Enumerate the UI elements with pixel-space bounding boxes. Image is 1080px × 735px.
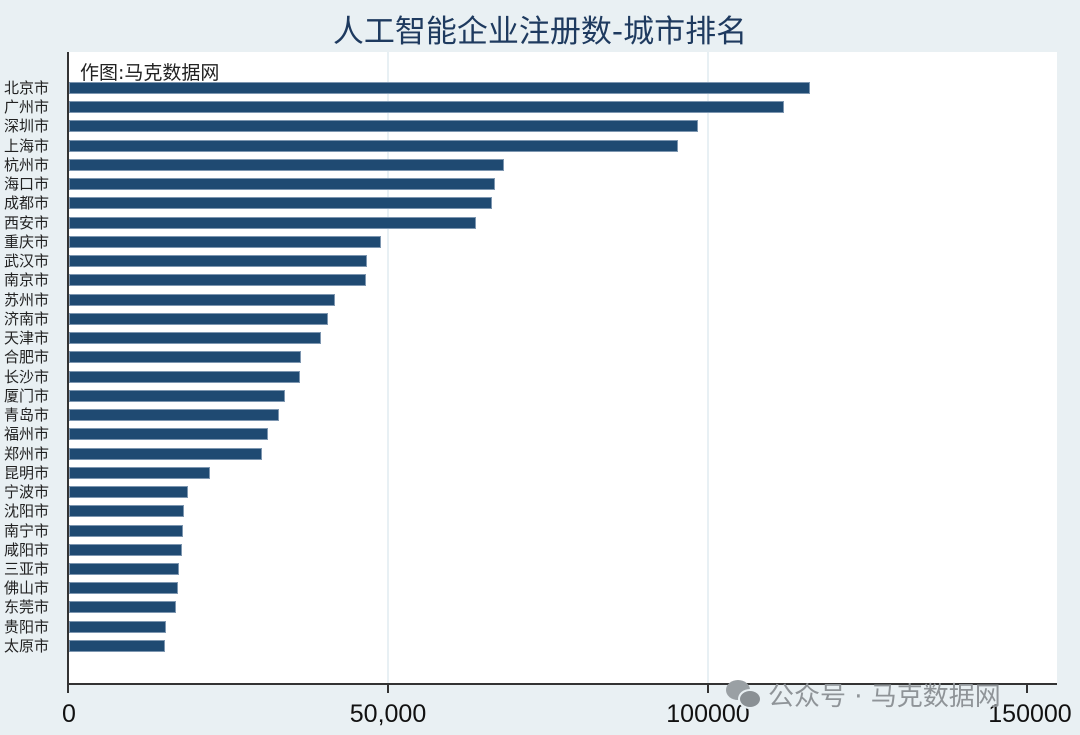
- category-label: 长沙市: [4, 367, 50, 386]
- x-tick-label: 0: [62, 700, 76, 728]
- watermark: 公众号 · 马克数据网: [726, 676, 1001, 713]
- x-tick: [1026, 685, 1028, 693]
- category-label: 宁波市: [4, 483, 50, 502]
- bar: [69, 447, 262, 460]
- bar: [69, 351, 301, 364]
- bar: [69, 409, 279, 422]
- bar: [69, 332, 321, 345]
- bar: [69, 582, 178, 595]
- category-label: 深圳市: [4, 117, 50, 136]
- bar: [69, 543, 182, 556]
- chart-title: 人工智能企业注册数-城市排名: [332, 14, 748, 50]
- category-label: 三亚市: [4, 560, 50, 578]
- x-tick-label: 50,000: [349, 700, 427, 728]
- category-label: 北京市: [4, 79, 50, 97]
- category-label: 广州市: [4, 98, 50, 117]
- category-label: 南宁市: [4, 521, 50, 540]
- bar: [69, 524, 183, 537]
- category-label: 贵阳市: [4, 617, 50, 636]
- category-label: 重庆市: [4, 232, 50, 251]
- category-label: 咸阳市: [4, 540, 50, 559]
- category-label: 西安市: [4, 213, 50, 232]
- wechat-icon: [726, 679, 762, 710]
- category-label: 青岛市: [4, 406, 50, 425]
- bar: [69, 274, 366, 287]
- category-label: 沈阳市: [4, 502, 50, 521]
- bar: [69, 486, 188, 499]
- x-tick-label: 100000: [666, 700, 750, 728]
- bar: [69, 639, 165, 652]
- chart-annotation: 作图:马克数据网: [80, 62, 220, 84]
- category-label: 东莞市: [4, 598, 50, 617]
- x-axis: [67, 683, 1057, 685]
- bar: [69, 82, 810, 94]
- category-label: 杭州市: [4, 155, 50, 174]
- category-label: 上海市: [4, 136, 50, 155]
- category-label: 福州市: [4, 425, 50, 444]
- category-label: 太原市: [4, 636, 50, 655]
- x-tick: [67, 685, 69, 693]
- category-label: 郑州市: [4, 444, 50, 463]
- bar: [69, 389, 285, 402]
- category-label: 天津市: [4, 329, 50, 348]
- bar: [69, 235, 381, 248]
- bar: [69, 197, 492, 210]
- bar: [69, 293, 335, 306]
- bar: [69, 620, 166, 633]
- bar: [69, 601, 176, 614]
- bar: [69, 370, 300, 383]
- bar: [69, 466, 210, 479]
- bar: [69, 139, 678, 152]
- category-label: 成都市: [4, 194, 50, 213]
- category-label: 海口市: [4, 175, 50, 194]
- bar: [69, 563, 179, 575]
- category-label: 济南市: [4, 309, 50, 328]
- category-label: 佛山市: [4, 579, 50, 598]
- x-tick-label: 150000: [988, 700, 1072, 728]
- plot-area: [69, 52, 1057, 684]
- category-label: 南京市: [4, 271, 50, 290]
- x-tick: [387, 685, 389, 693]
- bar: [69, 158, 504, 171]
- bar: [69, 178, 495, 191]
- bar: [69, 120, 698, 133]
- gridline-50000: [387, 52, 389, 684]
- bar: [69, 505, 184, 518]
- bar: [69, 255, 367, 268]
- bar: [69, 101, 784, 114]
- x-tick: [707, 685, 709, 693]
- bar: [69, 428, 268, 441]
- gridline-100000: [707, 52, 709, 684]
- category-label: 厦门市: [4, 386, 50, 405]
- category-label: 合肥市: [4, 348, 50, 367]
- bar: [69, 216, 476, 229]
- watermark-text: 公众号 · 马克数据网: [768, 682, 1001, 712]
- y-axis: [67, 52, 69, 685]
- category-label: 昆明市: [4, 463, 50, 482]
- category-label: 武汉市: [4, 252, 50, 271]
- bar: [69, 312, 328, 325]
- category-label: 苏州市: [4, 290, 50, 309]
